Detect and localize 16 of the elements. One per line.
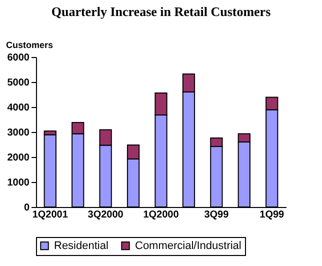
legend-label: Residential [54,240,108,252]
legend-label: Commercial/Industrial [135,240,242,252]
x-tick-label: 1Q2000 [143,210,180,220]
x-tick-label: 1Q2001 [32,210,68,220]
y-tick-label: 5000 [7,78,30,88]
y-tick-label: 4000 [7,102,30,114]
chart-title: Quarterly Increase in Retail Customers [51,4,271,19]
y-tick-label: 1000 [7,178,30,188]
x-tick-label: 1Q99 [260,210,285,220]
y-axis-title: Customers [6,40,54,50]
y-tick-label: 6000 [7,52,30,64]
x-tick-label: 3Q99 [204,210,230,220]
y-tick-label: 2000 [7,152,30,164]
y-tick-label: 0 [24,202,30,214]
y-tick-label: 3000 [7,128,30,138]
x-tick-label: 3Q2000 [88,210,124,220]
